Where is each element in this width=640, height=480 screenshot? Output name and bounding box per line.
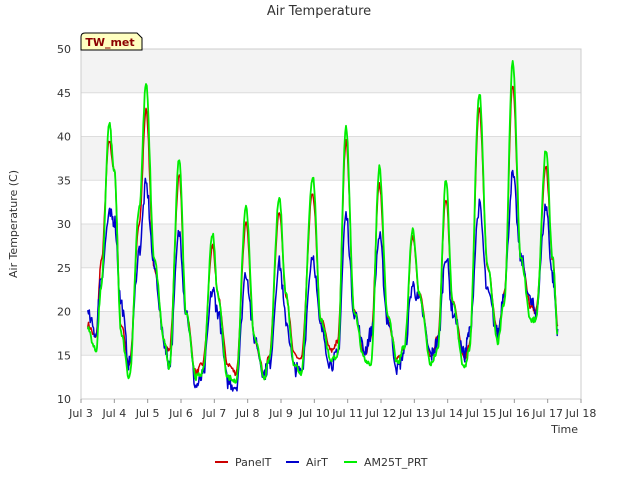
y-tick-label: 25 — [57, 262, 71, 275]
x-tick-label: Jul 11 — [331, 407, 363, 420]
plot-band — [81, 224, 581, 268]
y-tick-label: 15 — [57, 349, 71, 362]
x-tick-label: Jul 18 — [565, 407, 597, 420]
series-line-am25t-prt — [86, 60, 559, 384]
x-tick-label: Jul 12 — [365, 407, 397, 420]
y-axis-label: Air Temperature (C) — [7, 170, 20, 278]
y-tick-label: 10 — [57, 393, 71, 406]
y-axis-ticks: 10 15 20 25 30 35 40 45 50 — [57, 43, 71, 406]
y-tick-label: 40 — [57, 131, 71, 144]
plot-band — [81, 49, 581, 93]
x-axis-ticks: Jul 3 Jul 4 Jul 5 Jul 6 Jul 7 Jul 8 Jul 9 Jul 1… — [68, 399, 596, 420]
y-tick-label: 30 — [57, 218, 71, 231]
y-tick-label: 45 — [57, 87, 71, 100]
plot-frame — [80, 48, 582, 400]
y-tick-label: 35 — [57, 174, 71, 187]
x-tick-label: Jul 7 — [201, 407, 226, 420]
legend-label: PanelT — [235, 456, 272, 469]
x-tick-label: Jul 3 — [68, 407, 93, 420]
legend: PanelT AirT AM25T_PRT — [215, 456, 428, 469]
y-tick-label: 50 — [57, 43, 71, 56]
x-tick-label: Jul 13 — [398, 407, 430, 420]
x-tick-label: Jul 10 — [298, 407, 330, 420]
x-tick-label: Jul 8 — [235, 407, 260, 420]
x-tick-label: Jul 9 — [268, 407, 293, 420]
station-label: TW_met — [85, 36, 134, 49]
x-tick-label: Jul 4 — [101, 407, 126, 420]
x-tick-label: Jul 5 — [135, 407, 160, 420]
x-tick-label: Jul 15 — [465, 407, 497, 420]
x-tick-label: Jul 16 — [498, 407, 530, 420]
x-tick-label: Jul 14 — [431, 407, 463, 420]
station-badge: TW_met — [80, 32, 143, 51]
chart-title: Air Temperature — [267, 4, 371, 19]
x-axis-label: Time — [550, 423, 578, 436]
legend-label: AirT — [306, 456, 328, 469]
plot-band — [81, 136, 581, 181]
y-tick-label: 20 — [57, 306, 71, 319]
x-tick-label: Jul 6 — [168, 407, 193, 420]
series-lines — [86, 60, 559, 392]
x-tick-label: Jul 17 — [531, 407, 563, 420]
legend-label: AM25T_PRT — [364, 456, 428, 469]
